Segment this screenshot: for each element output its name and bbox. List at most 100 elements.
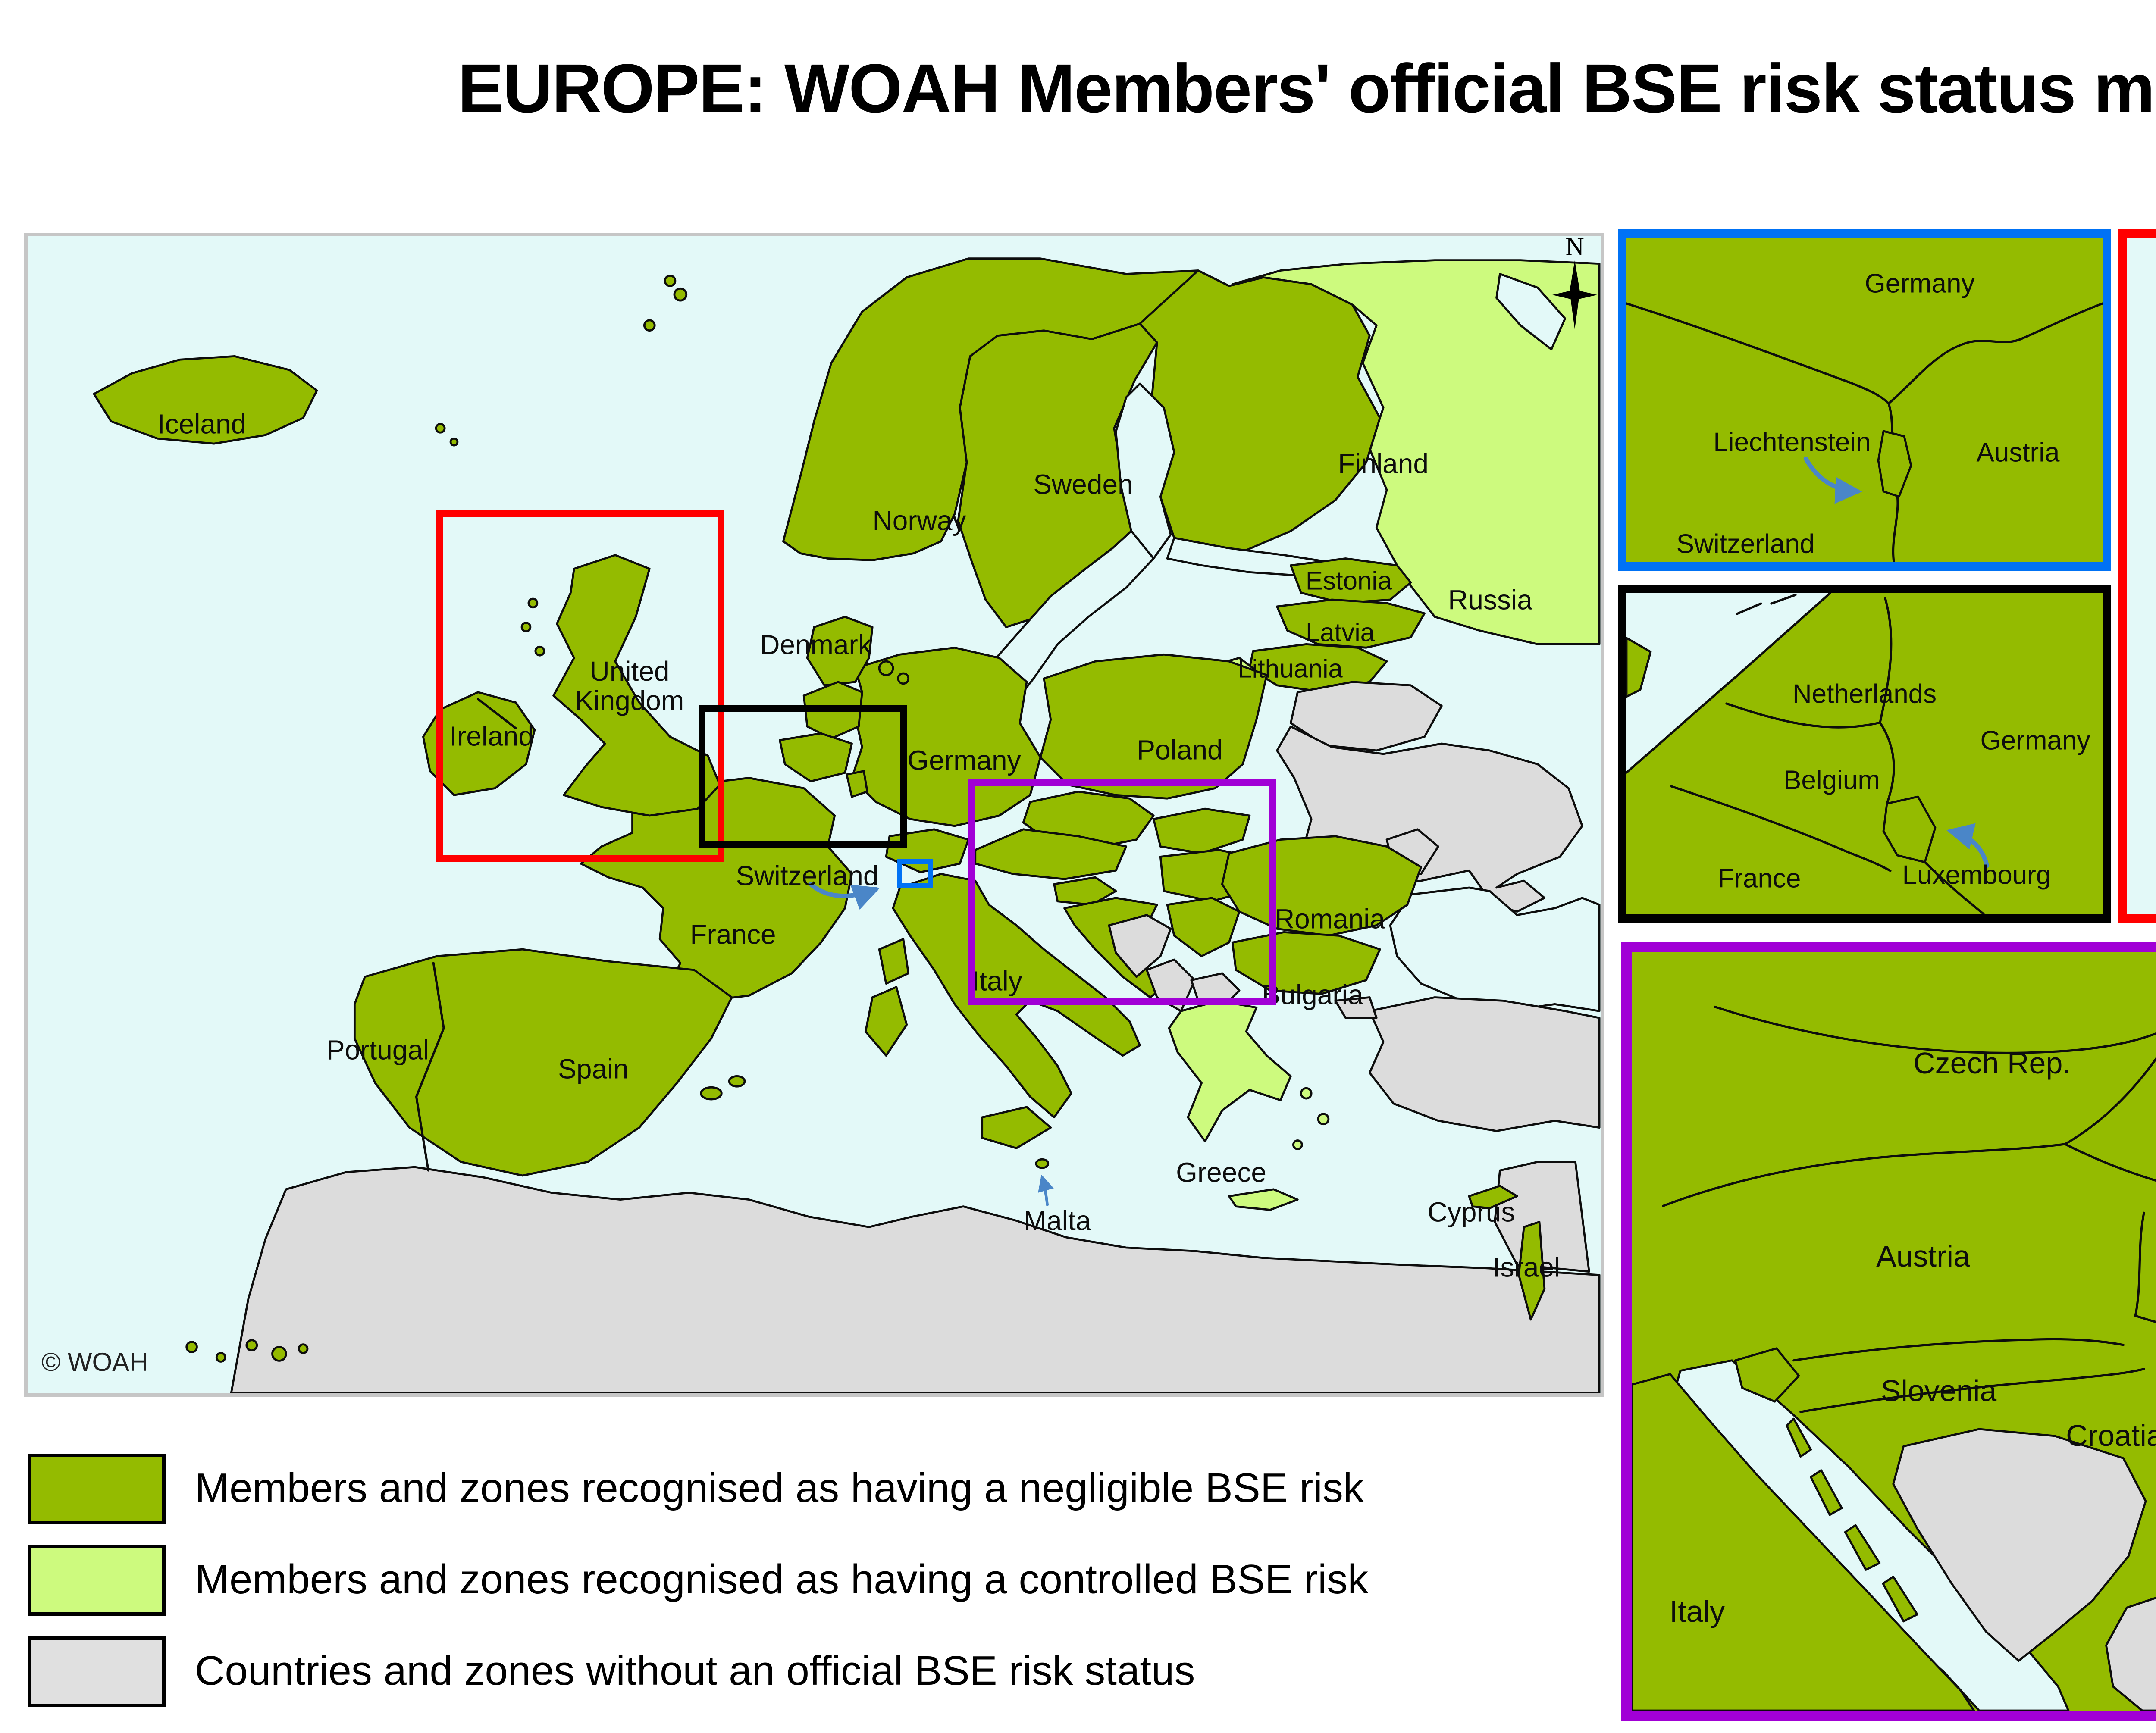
overview-box-british-isles bbox=[436, 510, 724, 862]
map-label-cyprus: Cyprus bbox=[1427, 1199, 1515, 1229]
island-sardinia bbox=[864, 986, 908, 1057]
inset-central-europe: Poland Czech Rep. Slovakia Austria Hunga… bbox=[1621, 942, 2156, 1721]
inset-label-czech-rep: Czech Rep. bbox=[1913, 1046, 2071, 1081]
switzerland-pointer-arrow bbox=[808, 882, 880, 910]
map-label-romania: Romania bbox=[1274, 906, 1385, 935]
map-label-bulgaria: Bulgaria bbox=[1262, 982, 1363, 1011]
map-label-germany: Germany bbox=[907, 747, 1021, 777]
inset-label-slovenia: Slovenia bbox=[1880, 1373, 1997, 1408]
malta-pointer-arrow bbox=[1038, 1174, 1054, 1206]
country-malta bbox=[1035, 1158, 1050, 1169]
british-isles-inset-map bbox=[2127, 238, 2156, 914]
white-sea bbox=[1495, 273, 1567, 350]
europe-basemap bbox=[28, 236, 1601, 1393]
map-label-latvia: Latvia bbox=[1305, 619, 1375, 648]
luxembourg-pointer-arrow bbox=[1946, 823, 1990, 868]
country-cyprus bbox=[1468, 1185, 1518, 1209]
map-label-poland: Poland bbox=[1137, 737, 1223, 766]
alpine-inset-map bbox=[1626, 238, 2103, 562]
inset-label-austria-central: Austria bbox=[1876, 1239, 1970, 1274]
legend-label-controlled: Members and zones recognised as having a… bbox=[195, 1557, 1369, 1604]
inset-label-netherlands: Netherlands bbox=[1792, 680, 1937, 710]
country-norway bbox=[782, 257, 1230, 561]
inset-label-austria: Austria bbox=[1976, 439, 2060, 469]
inset-label-croatia: Croatia bbox=[2066, 1418, 2156, 1453]
country-belarus bbox=[1290, 681, 1443, 752]
inset-alpine: Germany Liechtenstein Austria Switzerlan… bbox=[1618, 229, 2111, 571]
inset-label-italy-central: Italy bbox=[1669, 1594, 1725, 1629]
inset-benelux: Netherlands Germany Belgium France Luxem… bbox=[1618, 585, 2111, 923]
inset-label-belgium: Belgium bbox=[1783, 766, 1880, 796]
inset-label-luxembourg: Luxembourg bbox=[1902, 861, 2051, 891]
benelux-inset-map bbox=[1626, 593, 2103, 914]
greek-islands bbox=[1228, 1087, 1330, 1211]
scottish-islands bbox=[435, 275, 688, 657]
country-ireland bbox=[422, 691, 536, 796]
compass-north-label: N bbox=[1565, 235, 1584, 262]
netherlands-coastline bbox=[1626, 593, 1831, 774]
inset-label-switzerland: Switzerland bbox=[1676, 530, 1815, 560]
legend-swatch-controlled bbox=[28, 1545, 166, 1616]
map-label-israel: Israel bbox=[1492, 1254, 1561, 1284]
country-levant bbox=[1494, 1161, 1590, 1273]
map-label-italy: Italy bbox=[971, 968, 1022, 998]
border-portugal-spain bbox=[415, 962, 445, 1172]
central-europe-inset-map bbox=[1632, 952, 2156, 1711]
map-label-greece: Greece bbox=[1176, 1159, 1266, 1189]
legend-swatch-negligible bbox=[28, 1454, 166, 1524]
border-northern-ireland bbox=[477, 698, 517, 729]
border-czech-slovakia bbox=[2064, 1057, 2156, 1145]
country-bosnia bbox=[1108, 914, 1172, 978]
overview-box-benelux bbox=[699, 705, 907, 848]
england-corner bbox=[1626, 637, 1652, 698]
legend-label-no-status: Countries and zones without an official … bbox=[195, 1649, 1195, 1695]
country-estonia bbox=[1290, 557, 1412, 604]
map-label-sweden: Sweden bbox=[1033, 471, 1133, 501]
country-slovenia bbox=[1053, 876, 1117, 906]
country-liechtenstein bbox=[1877, 430, 1912, 498]
country-luxembourg bbox=[846, 770, 868, 798]
inset-british-isles: Northern Ireland Scotland Ireland Wales … bbox=[2118, 229, 2156, 923]
country-latvia bbox=[1276, 598, 1426, 649]
border-france-germany bbox=[1924, 861, 1985, 914]
croatian-islands bbox=[1786, 1417, 1918, 1623]
bosnia-herzegovina bbox=[1892, 1428, 2147, 1662]
map-label-malta: Malta bbox=[1023, 1207, 1091, 1237]
border-netherlands-germany bbox=[1879, 597, 1893, 724]
country-slovakia bbox=[1152, 807, 1251, 854]
montenegro-kosovo bbox=[2105, 1596, 2156, 1711]
map-label-france: France bbox=[690, 921, 776, 951]
map-label-switzerland: Switzerland bbox=[736, 863, 879, 892]
italy-corner bbox=[1632, 1373, 1975, 1711]
denmark-islands bbox=[878, 660, 910, 685]
map-label-denmark: Denmark bbox=[760, 632, 872, 661]
border-slovakia-hungary bbox=[2064, 1143, 2156, 1182]
island-corsica bbox=[878, 938, 910, 985]
map-label-russia: Russia bbox=[1448, 587, 1532, 616]
map-label-finland: Finland bbox=[1338, 450, 1429, 480]
canary-islands bbox=[185, 1339, 309, 1363]
black-sea bbox=[1389, 886, 1601, 1012]
istria-peninsula bbox=[1734, 1347, 1800, 1403]
wadden-islands bbox=[1736, 594, 1797, 615]
border-belgium-germany bbox=[1879, 721, 1895, 805]
border-czech-austria bbox=[1662, 1143, 2066, 1207]
overview-box-alpine bbox=[897, 859, 933, 888]
country-denmark bbox=[806, 616, 874, 687]
border-austria-hungary bbox=[2134, 1211, 2145, 1317]
country-greece bbox=[1168, 1000, 1292, 1142]
legend-swatch-no-status bbox=[28, 1636, 166, 1707]
map-label-estonia: Estonia bbox=[1305, 567, 1392, 597]
border-czech-poland bbox=[1714, 1005, 2156, 1054]
liechtenstein-pointer-arrow bbox=[1803, 456, 1862, 504]
border-slovenia-croatia bbox=[1799, 1368, 2145, 1413]
border-netherlands-belgium bbox=[1725, 702, 1881, 729]
country-north-africa bbox=[230, 1166, 1601, 1393]
country-poland bbox=[1039, 653, 1268, 800]
legend-label-negligible: Members and zones recognised as having a… bbox=[195, 1466, 1364, 1512]
main-map-panel: Iceland Norway Sweden Finland Estonia Ru… bbox=[24, 233, 1604, 1397]
border-belgium-france bbox=[1670, 785, 1892, 872]
country-belgium bbox=[779, 732, 853, 782]
border-switzerland-germany bbox=[1626, 302, 1890, 405]
